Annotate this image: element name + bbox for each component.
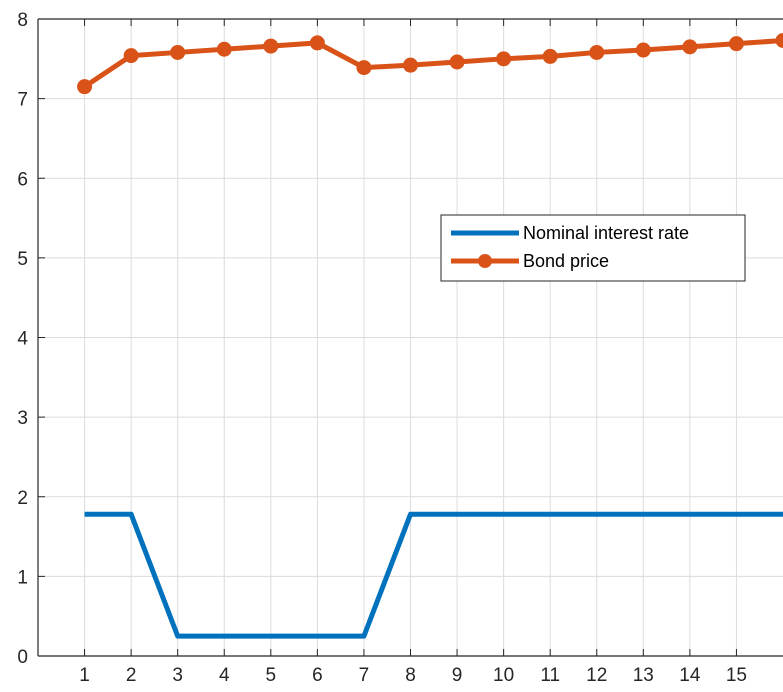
data-point: [263, 38, 279, 54]
series-layer: [77, 33, 783, 639]
data-point: [216, 41, 232, 57]
x-tick-label: 3: [172, 665, 183, 686]
data-point: [403, 57, 418, 73]
x-tick-label: 1: [79, 665, 90, 686]
data-point: [496, 51, 512, 67]
x-tick-label: 6: [312, 665, 323, 686]
data-point: [170, 44, 186, 60]
x-tick-label: 12: [586, 665, 607, 686]
data-point: [589, 44, 605, 60]
data-point: [449, 54, 465, 70]
data-point: [77, 79, 93, 95]
x-tick-label: 9: [452, 665, 463, 686]
data-point: [635, 42, 651, 58]
legend-label-1: Bond price: [523, 251, 609, 271]
y-tick-label: 7: [17, 90, 28, 111]
x-tick-label: 11: [540, 665, 560, 686]
data-point: [123, 48, 139, 64]
legend-box: [440, 214, 746, 282]
data-point: [682, 39, 698, 55]
data-point: [775, 33, 783, 48]
data-point: [356, 60, 372, 76]
x-tick-label: 4: [219, 665, 230, 686]
y-tick-label: 3: [17, 408, 28, 429]
data-point: [728, 36, 744, 52]
x-tick-label: 13: [633, 665, 654, 686]
legend-marker-1: [478, 254, 492, 268]
y-tick-label: 5: [17, 249, 28, 270]
series-line-0: [84, 511, 783, 639]
series-line-1: [83, 38, 783, 89]
y-tick-label: 4: [17, 329, 28, 350]
y-tick-label: 1: [17, 567, 28, 588]
y-tick-label: 0: [17, 647, 28, 668]
x-tick-label: 14: [679, 665, 701, 686]
data-point: [309, 35, 325, 51]
legend-label-0: Nominal interest rate: [523, 223, 689, 243]
x-tick-label: 5: [266, 665, 277, 686]
x-tick-label: 7: [359, 665, 370, 686]
data-point: [542, 48, 558, 64]
y-tick-label: 6: [17, 169, 28, 190]
y-tick-label: 8: [17, 10, 28, 31]
x-tick-label: 10: [493, 665, 514, 686]
x-tick-label: 8: [405, 665, 416, 686]
x-tick-label: 2: [126, 665, 137, 686]
legend: Nominal interest rate Bond price: [440, 214, 746, 282]
x-tick-label: 15: [726, 665, 747, 686]
y-tick-label: 2: [17, 488, 28, 509]
grid: [38, 18, 783, 657]
